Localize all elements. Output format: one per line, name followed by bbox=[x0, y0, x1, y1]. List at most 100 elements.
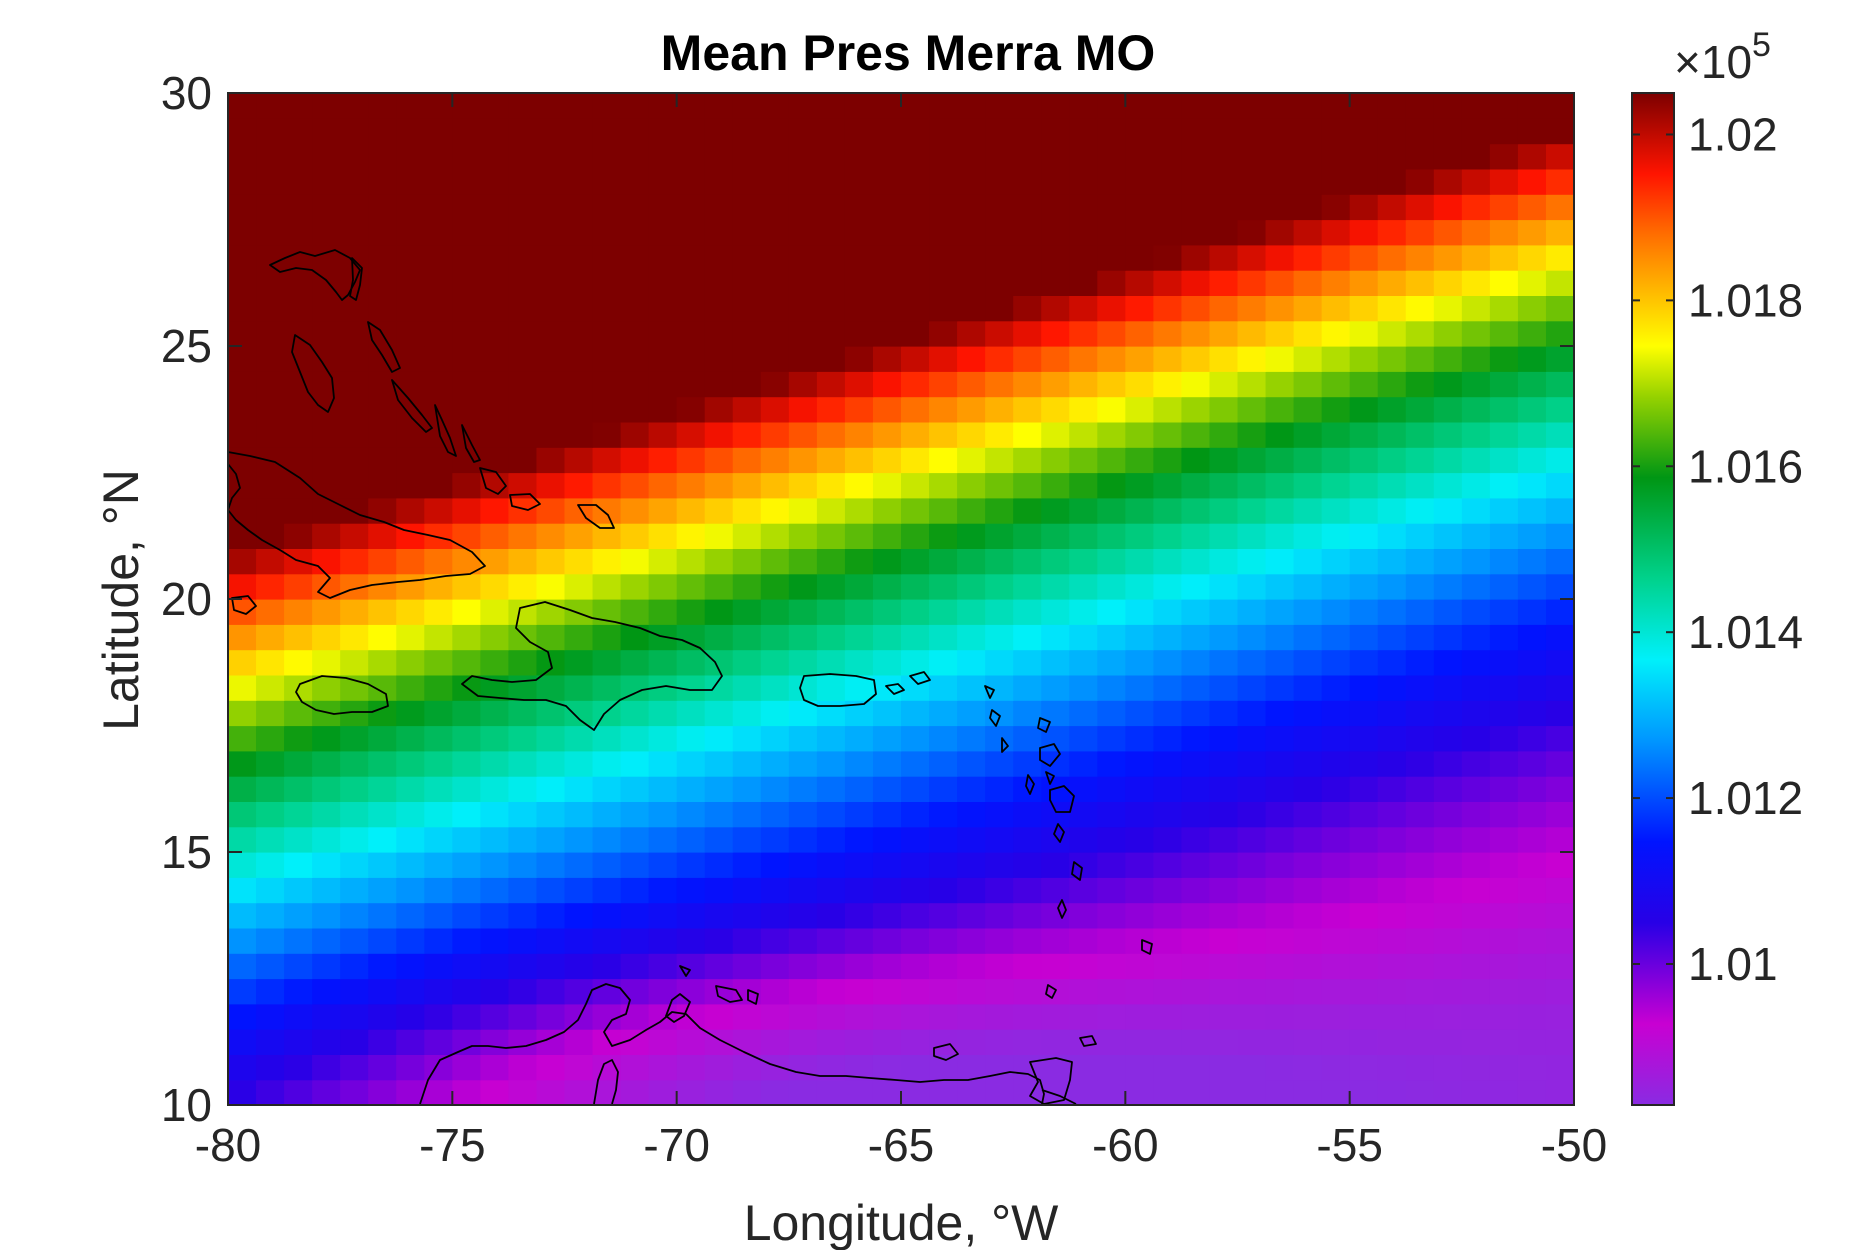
heatmap-cell bbox=[957, 244, 986, 271]
heatmap-cell bbox=[1489, 978, 1519, 1005]
heatmap-cell bbox=[1237, 346, 1267, 372]
heatmap-cell bbox=[1265, 421, 1295, 448]
heatmap-cell bbox=[1377, 953, 1407, 980]
heatmap-cell bbox=[340, 1029, 369, 1055]
colorbar-tick-label: 1.02 bbox=[1688, 108, 1778, 160]
heatmap-cell bbox=[312, 776, 341, 802]
heatmap-cell bbox=[284, 700, 313, 727]
heatmap-cell bbox=[1265, 93, 1295, 119]
heatmap-cell bbox=[1293, 194, 1323, 221]
heatmap-cell bbox=[676, 118, 706, 145]
heatmap-cell bbox=[228, 776, 257, 802]
heatmap-cell bbox=[284, 194, 313, 221]
heatmap-cell bbox=[1489, 902, 1519, 929]
heatmap-cell bbox=[1153, 953, 1183, 980]
heatmap-cell bbox=[816, 674, 846, 701]
heatmap-cell bbox=[452, 168, 481, 195]
heatmap-cell bbox=[732, 143, 762, 170]
heatmap-cell bbox=[901, 320, 930, 347]
heatmap-cell bbox=[1097, 143, 1126, 170]
heatmap-cell bbox=[312, 497, 341, 524]
heatmap-cell bbox=[816, 270, 846, 296]
heatmap-cell bbox=[816, 624, 846, 651]
colorbar-multiplier-power: 5 bbox=[1752, 26, 1771, 64]
heatmap-cell bbox=[1209, 447, 1239, 474]
heatmap-cell bbox=[1433, 396, 1463, 423]
heatmap-cell bbox=[1209, 927, 1239, 954]
heatmap-cell bbox=[1377, 725, 1407, 752]
heatmap-cell bbox=[929, 978, 958, 1005]
heatmap-cell bbox=[1461, 776, 1491, 802]
heatmap-cell bbox=[620, 244, 650, 271]
heatmap-cell bbox=[508, 750, 538, 777]
heatmap-cell bbox=[256, 750, 285, 777]
heatmap-cell bbox=[284, 852, 313, 878]
heatmap-cell bbox=[1125, 371, 1154, 398]
heatmap-cell bbox=[844, 118, 874, 145]
heatmap-cell bbox=[1517, 927, 1547, 954]
heatmap-cell bbox=[1097, 93, 1126, 119]
heatmap-cell bbox=[1321, 194, 1351, 221]
heatmap-cell bbox=[592, 143, 622, 170]
heatmap-cell bbox=[1321, 93, 1351, 119]
heatmap-cell bbox=[1517, 700, 1547, 727]
heatmap-cell bbox=[872, 320, 902, 347]
heatmap-cell bbox=[452, 523, 481, 549]
coastline-st-vincent bbox=[1071, 861, 1083, 881]
coastline-south-america bbox=[419, 983, 1045, 1105]
heatmap-cell bbox=[396, 270, 425, 296]
heatmap-cell bbox=[1237, 624, 1267, 651]
heatmap-cell bbox=[536, 244, 566, 271]
heatmap-cell bbox=[872, 927, 902, 954]
heatmap-cell bbox=[312, 674, 341, 701]
heatmap-cell bbox=[704, 902, 734, 929]
heatmap-cell bbox=[1433, 1054, 1463, 1081]
heatmap-cell bbox=[228, 244, 257, 271]
heatmap-cell bbox=[929, 194, 958, 221]
heatmap-cell bbox=[1377, 143, 1407, 170]
heatmap-cell bbox=[1181, 624, 1211, 651]
heatmap-cell bbox=[648, 447, 678, 474]
heatmap-cell bbox=[1181, 750, 1211, 777]
heatmap-cell bbox=[1069, 472, 1098, 499]
heatmap-cell bbox=[592, 674, 622, 701]
heatmap-cell bbox=[957, 1029, 986, 1055]
heatmap-cell bbox=[1041, 523, 1070, 549]
heatmap-cell bbox=[368, 548, 397, 575]
heatmap-cell bbox=[1237, 674, 1267, 701]
heatmap-cell bbox=[844, 421, 874, 448]
heatmap-cell bbox=[1321, 320, 1351, 347]
heatmap-cell bbox=[312, 1079, 341, 1106]
heatmap-cell bbox=[648, 295, 678, 322]
heatmap-cell bbox=[564, 548, 594, 575]
heatmap-cell bbox=[508, 1029, 538, 1055]
heatmap-cell bbox=[788, 346, 818, 372]
heatmap-cell bbox=[284, 295, 313, 322]
heatmap-cell bbox=[368, 624, 397, 651]
heatmap-cell bbox=[1489, 649, 1519, 676]
heatmap-cell bbox=[284, 93, 313, 119]
heatmap-cell bbox=[256, 573, 285, 600]
heatmap-cell bbox=[732, 1029, 762, 1055]
heatmap-cell bbox=[1181, 700, 1211, 727]
heatmap-cell bbox=[1013, 219, 1042, 246]
heatmap-cell bbox=[1293, 295, 1323, 322]
heatmap-cell bbox=[1069, 497, 1098, 524]
heatmap-cell bbox=[1181, 497, 1211, 524]
heatmap-cell bbox=[228, 168, 257, 195]
heatmap-cell bbox=[1405, 1003, 1435, 1030]
heatmap-cell bbox=[1321, 750, 1351, 777]
heatmap-cell bbox=[1321, 371, 1351, 398]
heatmap-cell bbox=[256, 320, 285, 347]
heatmap-cell bbox=[957, 927, 986, 954]
heatmap-cell bbox=[1461, 700, 1491, 727]
heatmap-cell bbox=[872, 168, 902, 195]
heatmap-cell bbox=[620, 320, 650, 347]
heatmap-cell bbox=[816, 700, 846, 727]
coastline-eleuthera bbox=[367, 321, 401, 373]
heatmap-cell bbox=[929, 118, 958, 145]
heatmap-cell bbox=[1097, 270, 1126, 296]
heatmap-cell bbox=[564, 168, 594, 195]
heatmap-cell bbox=[648, 523, 678, 549]
